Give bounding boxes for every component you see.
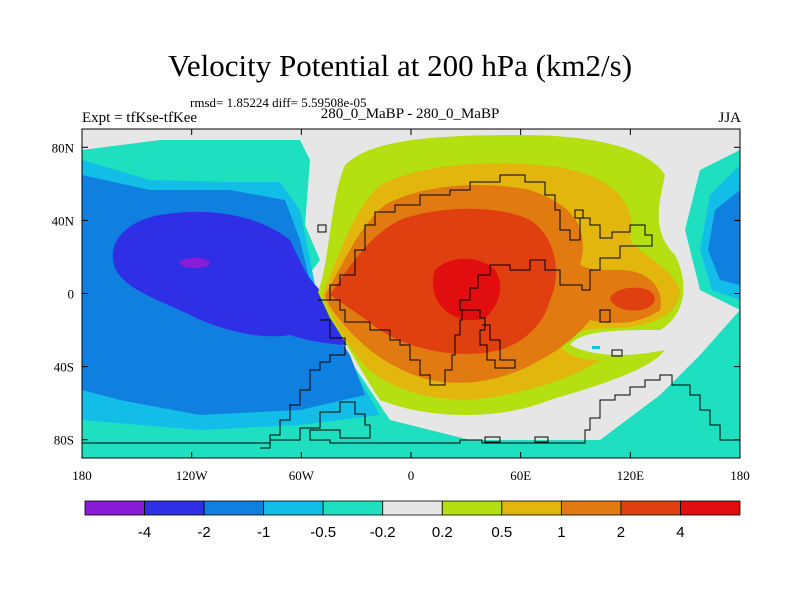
- x-tick-label: 120W: [176, 468, 209, 483]
- experiment-label: Expt = tfKse-tfKee: [82, 110, 198, 126]
- colorbar-label: -4: [138, 524, 151, 541]
- x-tick-label: 60E: [510, 468, 531, 483]
- colorbar-label: -0.2: [370, 524, 396, 541]
- coastline-island-small: [574, 209, 584, 219]
- field-small-cyan-patch: [592, 346, 600, 349]
- coastline-africa-eurasia: [318, 174, 653, 369]
- y-tick-label: 0: [68, 287, 75, 302]
- coastline-greenland: [317, 224, 327, 233]
- y-tick-label: 80N: [52, 140, 75, 155]
- colorbar-swatch: [382, 500, 443, 516]
- colorbar-swatch: [560, 500, 622, 516]
- colorbar-swatch: [680, 500, 741, 516]
- colorbar-label: 2: [617, 524, 625, 541]
- x-tick-label: 180: [730, 468, 750, 483]
- chart-title: Velocity Potential at 200 hPa (km2/s): [167, 48, 633, 83]
- season-label: JJA: [718, 110, 741, 126]
- x-tick-label: 180: [72, 468, 92, 483]
- x-tick-label: 120E: [617, 468, 645, 483]
- colorbar-label: -2: [197, 524, 210, 541]
- colorbar-swatch: [203, 500, 265, 516]
- colorbar-swatch: [441, 500, 503, 516]
- y-tick-label: 40S: [54, 360, 74, 375]
- colorbar-swatch: [501, 500, 562, 516]
- case-label: 280_0_MaBP - 280_0_MaBP: [320, 106, 500, 122]
- colorbar-swatch: [263, 500, 324, 516]
- field-dark-blue-centre: [112, 211, 350, 345]
- colorbar-label: 0.2: [432, 524, 453, 541]
- stats-line: rmsd= 1.85224 diff= 5.59508e-05: [190, 95, 367, 110]
- coastline-island-subantarctic: [484, 436, 501, 443]
- coastlines: [82, 174, 740, 449]
- colorbar-label: -1: [257, 524, 270, 541]
- coastline-south-america: [260, 319, 346, 449]
- coastline-antarctica: [82, 374, 740, 444]
- field-minimum-centre: [180, 258, 210, 268]
- x-tick-label: 60W: [289, 468, 315, 483]
- colorbar-swatch: [322, 500, 384, 516]
- field-blue-band-east: [708, 190, 740, 285]
- field-red-orange-east-centre: [610, 287, 655, 311]
- coastline-island-subantarctic-2: [534, 436, 549, 443]
- coastline-africa-south: [330, 299, 463, 386]
- x-tick-label: 0: [408, 468, 415, 483]
- colorbar-swatch: [620, 500, 681, 516]
- coastline-island-se-asia: [599, 309, 611, 323]
- colorbar-label: -0.5: [310, 524, 336, 541]
- colorbar-label: 1: [557, 524, 565, 541]
- y-tick-label: 80S: [54, 433, 74, 448]
- colorbar-swatch: [144, 500, 205, 516]
- coastline-island-indian-ocean: [611, 349, 623, 357]
- field-maximum-centre: [432, 258, 501, 321]
- y-tick-label: 40N: [52, 213, 75, 228]
- colorbar-label: 0.5: [491, 524, 512, 541]
- colorbar-label: 4: [676, 524, 684, 541]
- colorbar-swatch: [84, 500, 145, 516]
